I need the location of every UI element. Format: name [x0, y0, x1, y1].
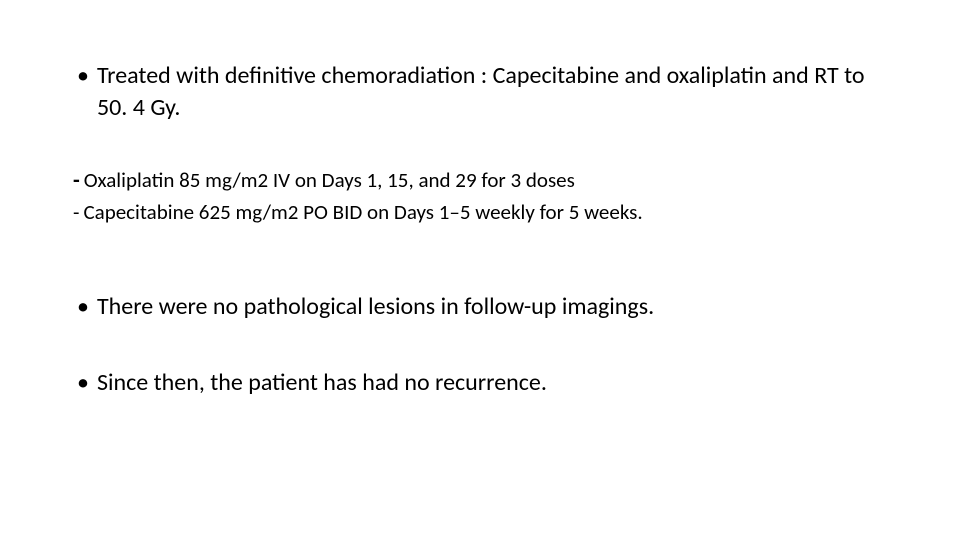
bullet-text: Treated with definitive chemoradiation :…	[97, 60, 895, 125]
sub-text: Oxaliplatin 85 mg/m2 IV on Days 1, 15, a…	[84, 167, 575, 193]
bullet-item-1: • Treated with definitive chemoradiation…	[65, 60, 895, 125]
dash-marker: -	[73, 199, 79, 225]
sub-line-1: -Oxaliplatin 85 mg/m2 IV on Days 1, 15, …	[73, 165, 895, 196]
bullet-item-2: • There were no pathological lesions in …	[65, 291, 895, 323]
slide-body: • Treated with definitive chemoradiation…	[0, 0, 960, 400]
bullet-text: Since then, the patient has had no recur…	[97, 367, 895, 399]
sub-text: Capecitabine 625 mg/m2 PO BID on Days 1–…	[83, 199, 642, 225]
sub-line-2: -Capecitabine 625 mg/m2 PO BID on Days 1…	[73, 198, 895, 227]
bullet-marker: •	[77, 291, 89, 323]
bullet-marker: •	[77, 367, 89, 399]
bullet-item-3: • Since then, the patient has had no rec…	[65, 367, 895, 399]
bullet-text: There were no pathological lesions in fo…	[97, 291, 895, 323]
dash-marker: -	[73, 166, 80, 193]
sub-block: -Oxaliplatin 85 mg/m2 IV on Days 1, 15, …	[73, 165, 895, 227]
bullet-marker: •	[77, 60, 89, 92]
